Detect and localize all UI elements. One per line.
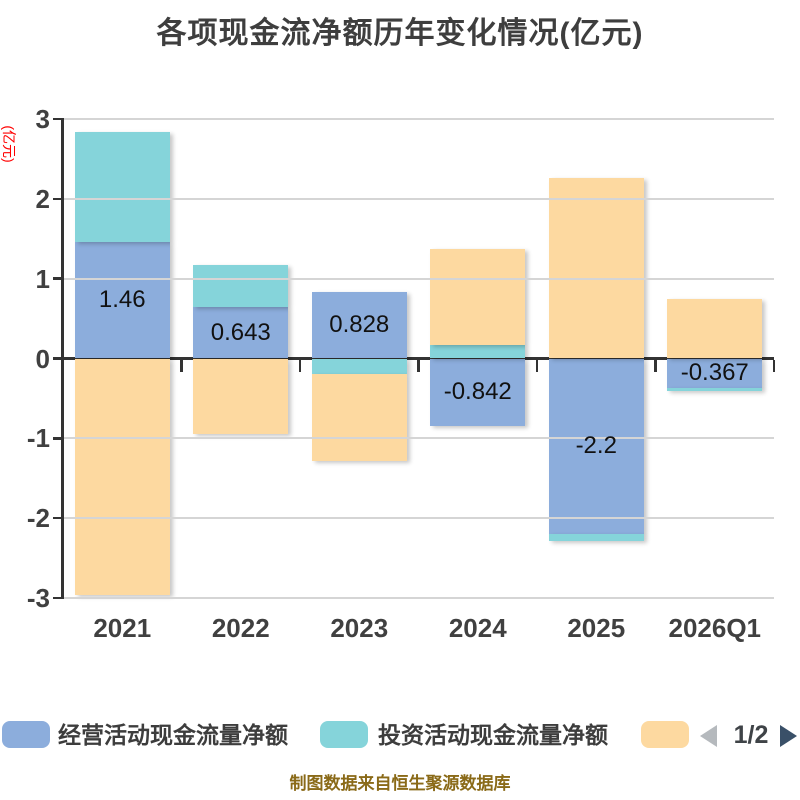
y-axis-tick [53,117,61,121]
legend-label-0[interactable]: 经营活动现金流量净额 [58,722,288,748]
x-axis-tick [180,359,183,372]
y-axis-tick [53,437,61,440]
x-axis-label-2026Q1: 2026Q1 [668,613,762,643]
y-axis-tick [53,197,61,201]
gridline-y-1 [61,277,774,280]
bar-segment-2024-s0[interactable] [430,358,526,426]
bar-segment-2023-s1[interactable] [311,358,407,375]
x-axis-label-2025: 2025 [567,613,626,643]
bar-segment-2025-s2[interactable] [548,178,644,359]
y-axis-tick [53,357,61,360]
gridline-y--1 [61,437,774,440]
bar-value-label-2025: -2.2 [575,432,617,460]
legend-pager-text: 1/2 [733,721,769,749]
bar-segment-2021-s1[interactable] [74,131,170,242]
chart-title: 各项现金流净额历年变化情况(亿元) [156,17,644,50]
y-axis-label: 2 [35,183,50,214]
y-axis-label: 3 [35,104,50,135]
bar-value-label-2021: 1.46 [98,286,146,314]
x-axis-tick [535,359,539,372]
bar-segment-2024-s1[interactable] [430,344,526,359]
y-axis-line [61,118,64,599]
bar-segment-2026Q1-s0[interactable] [667,358,763,388]
y-axis-label: -2 [26,503,50,534]
y-axis-label: -3 [26,582,50,613]
x-axis-tick [298,359,302,372]
bar-value-label-2024: -0.842 [443,378,512,406]
y-axis-tick [53,596,61,600]
x-axis-zero-line [61,357,774,360]
legend-swatch-0[interactable] [2,721,50,748]
bar-value-label-2022: 0.643 [210,318,271,346]
y-axis-unit-label: (亿元) [1,125,17,163]
y-axis-label: 0 [35,343,50,374]
legend-label-1[interactable]: 投资活动现金流量净额 [378,722,608,748]
gridline-y--2 [61,517,774,520]
y-axis-tick [53,277,61,280]
bar-segment-2023-s0[interactable] [311,292,407,359]
bar-segment-2025-s0[interactable] [548,358,644,535]
legend-swatch-1[interactable] [320,721,368,748]
x-axis-label-2023: 2023 [330,613,389,643]
source-caption: 制图数据来自恒生聚源数据库 [289,774,511,793]
y-axis-label: -1 [26,423,50,454]
bar-segment-2026Q1-s2[interactable] [667,298,763,359]
bar-segment-2024-s2[interactable] [430,249,526,345]
x-axis-label-2024: 2024 [448,613,507,643]
x-axis-tick [654,359,657,372]
bar-segment-2025-s1[interactable] [548,534,644,542]
y-axis-label: 1 [35,263,50,294]
x-axis-tick [772,359,776,372]
bar-segment-2021-s0[interactable] [74,241,170,359]
gridline-y--3 [61,596,774,599]
bar-segment-2023-s2[interactable] [311,374,407,462]
x-axis-label-2021: 2021 [93,613,152,643]
x-axis-tick [417,359,420,372]
x-axis-tick [61,359,65,372]
bar-segment-2022-s2[interactable] [193,358,289,434]
legend-pager-next-icon[interactable] [780,725,797,747]
bar-segment-2026Q1-s1[interactable] [667,387,763,391]
legend-swatch-2[interactable] [641,721,689,748]
legend-pager-prev-icon[interactable] [700,725,717,747]
x-axis-label-2022: 2022 [211,613,270,643]
gridline-y-2 [61,197,774,200]
gridline-y-3 [61,118,774,121]
bar-segment-2022-s1[interactable] [193,264,289,308]
bar-value-label-2026Q1: -0.367 [680,359,749,387]
bar-value-label-2023: 0.828 [329,311,390,339]
bar-segment-2022-s0[interactable] [193,307,289,359]
y-axis-tick [53,516,61,520]
bar-segment-2021-s2[interactable] [74,358,170,595]
